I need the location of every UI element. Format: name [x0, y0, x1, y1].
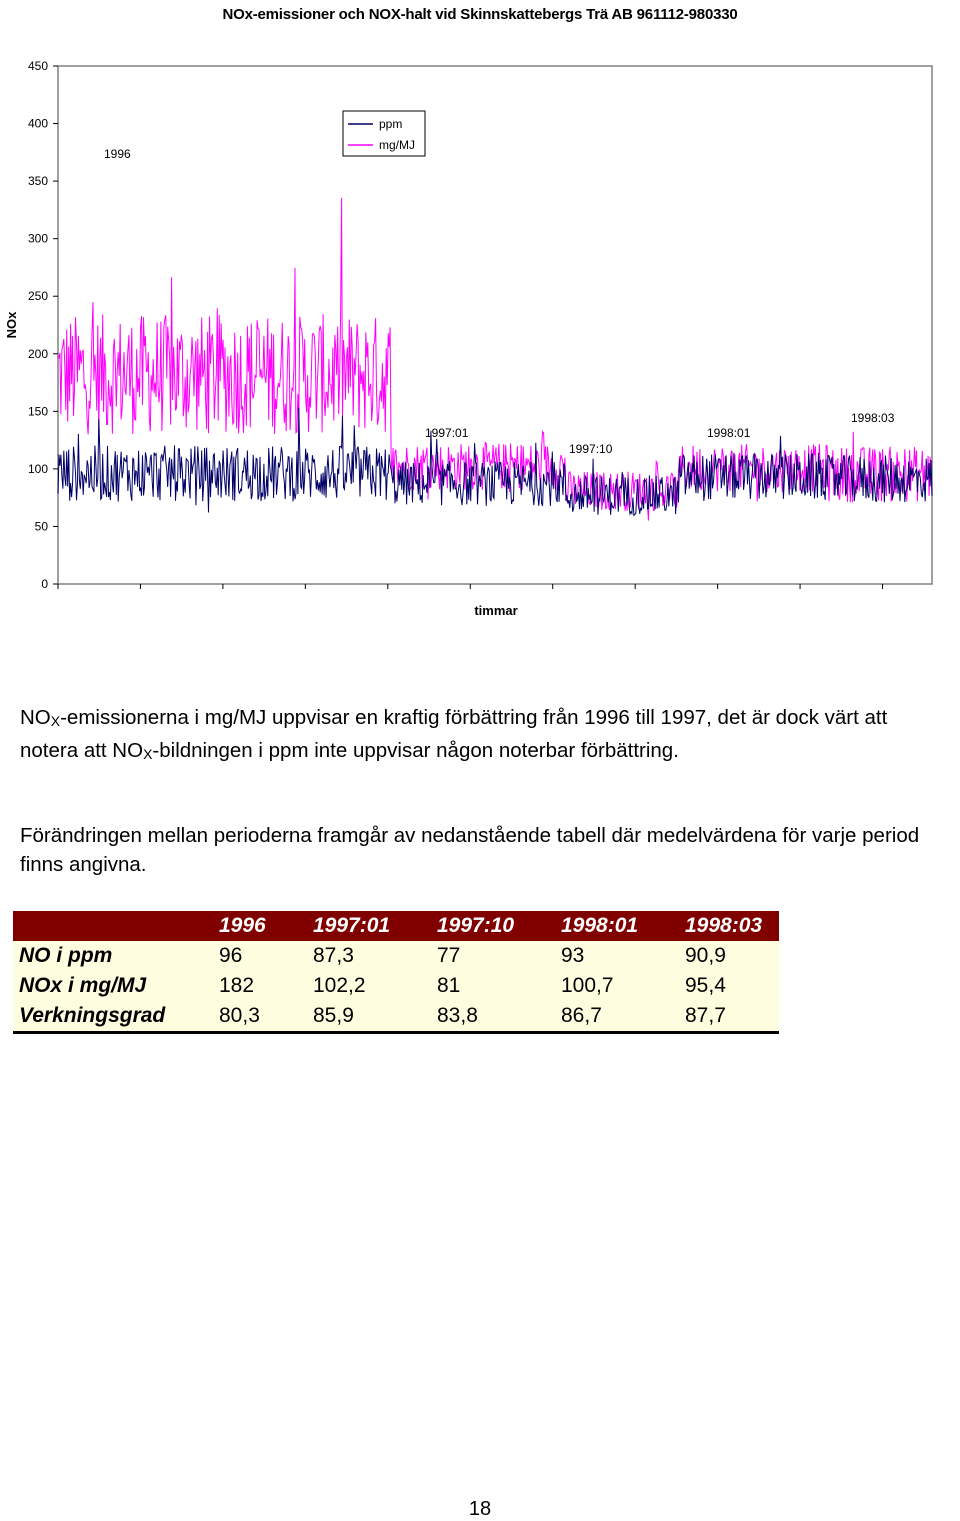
table-header-cell: 1998:03 — [685, 914, 763, 937]
chart-series — [57, 197, 933, 521]
y-tick-label: 250 — [28, 289, 48, 303]
table-cell: 77 — [437, 944, 461, 967]
table-row-label: NO i ppm — [19, 944, 113, 967]
table-cell: 87,3 — [313, 944, 354, 967]
nox-line-chart: 0 50 100 150 200 250 300 350 400 450 timmar NOx 199… — [4, 59, 933, 618]
period-label: 1997:10 — [569, 442, 613, 456]
table-cell: 85,9 — [307, 1001, 431, 1034]
table-cell: 96 — [219, 944, 243, 967]
table-cell: 90,9 — [685, 944, 726, 967]
period-label: 1997:01 — [425, 426, 469, 440]
y-tick-label: 0 — [41, 577, 48, 591]
period-label: 1998:01 — [707, 426, 751, 440]
legend-label: ppm — [379, 117, 402, 131]
chart-labels: timmar NOx 1996 1997:01 1997:10 1998:01 1998:0… — [4, 110, 895, 618]
chart-legend: ppm mg/MJ — [342, 110, 426, 157]
series-mg-mj-line — [57, 197, 933, 521]
table-header-cell: 1997:10 — [437, 914, 515, 937]
series-ppm-line — [57, 407, 933, 517]
legend-label: mg/MJ — [379, 138, 415, 152]
para1-text-c: -bildningen i ppm inte uppvisar någon no… — [152, 739, 679, 762]
paragraph-emissions: NOX-emissionerna i mg/MJ uppvisar en kra… — [20, 703, 950, 769]
table-row: NO i ppm 96 87,3 77 93 90,9 — [13, 941, 779, 971]
table-row: Verkningsgrad 80,3 85,9 83,8 86,7 87,7 — [13, 1001, 779, 1034]
period-label: 1998:03 — [851, 411, 895, 425]
legend-box — [342, 110, 426, 157]
table-cell: 80,3 — [213, 1001, 307, 1034]
para1-subscript-b: X — [143, 746, 153, 762]
plot-area — [57, 65, 933, 585]
table-row-label: NOx i mg/MJ — [19, 974, 147, 997]
y-axis-label: NOx — [4, 311, 19, 339]
table-cell: 81 — [437, 974, 461, 997]
table-header-cell: 1996 — [219, 914, 266, 937]
table-header-cell: 1998:01 — [561, 914, 639, 937]
para1-text-b: -emissionerna i mg/MJ uppvisar en krafti… — [20, 706, 888, 762]
table-cell: 87,7 — [679, 1001, 779, 1034]
para1-subscript-a: X — [50, 713, 61, 729]
table-cell: 102,2 — [313, 974, 366, 997]
y-tick-label: 350 — [28, 174, 48, 188]
table-cell: 86,7 — [555, 1001, 679, 1034]
table-cell: 182 — [219, 974, 255, 997]
period-label: 1996 — [104, 147, 131, 161]
y-tick-label: 150 — [28, 404, 48, 418]
y-tick-label: 400 — [28, 117, 48, 131]
table-header-cell: 1997:01 — [313, 914, 391, 937]
table-cell: 95,4 — [685, 974, 726, 997]
y-tick-label: 300 — [28, 232, 48, 246]
table-cell: 83,8 — [431, 1001, 555, 1034]
paragraph-table-intro: Förändringen mellan perioderna framgår a… — [20, 824, 920, 876]
page-number: 18 — [468, 1498, 492, 1520]
table-cell: 93 — [561, 944, 585, 967]
table-row-label: Verkningsgrad — [13, 1001, 213, 1034]
para1-text-a: NO — [20, 706, 51, 729]
period-summary-table: 1996 1997:01 1997:10 1998:01 1998:03 NO … — [13, 911, 779, 1034]
table-header-cell — [13, 911, 213, 941]
chart-axes: 0 50 100 150 200 250 300 350 400 450 — [28, 59, 933, 591]
x-axis-label: timmar — [474, 603, 517, 618]
y-tick-label: 50 — [35, 519, 49, 533]
y-tick-label: 450 — [28, 59, 48, 73]
y-tick-label: 200 — [28, 347, 48, 361]
table-header-row: 1996 1997:01 1997:10 1998:01 1998:03 — [13, 911, 779, 941]
chart-title: NOx-emissioner och NOX-halt vid Skinnska… — [222, 6, 738, 23]
table-row: NOx i mg/MJ 182 102,2 81 100,7 95,4 — [13, 971, 779, 1001]
y-tick-label: 100 — [28, 462, 48, 476]
table-cell: 100,7 — [561, 974, 614, 997]
